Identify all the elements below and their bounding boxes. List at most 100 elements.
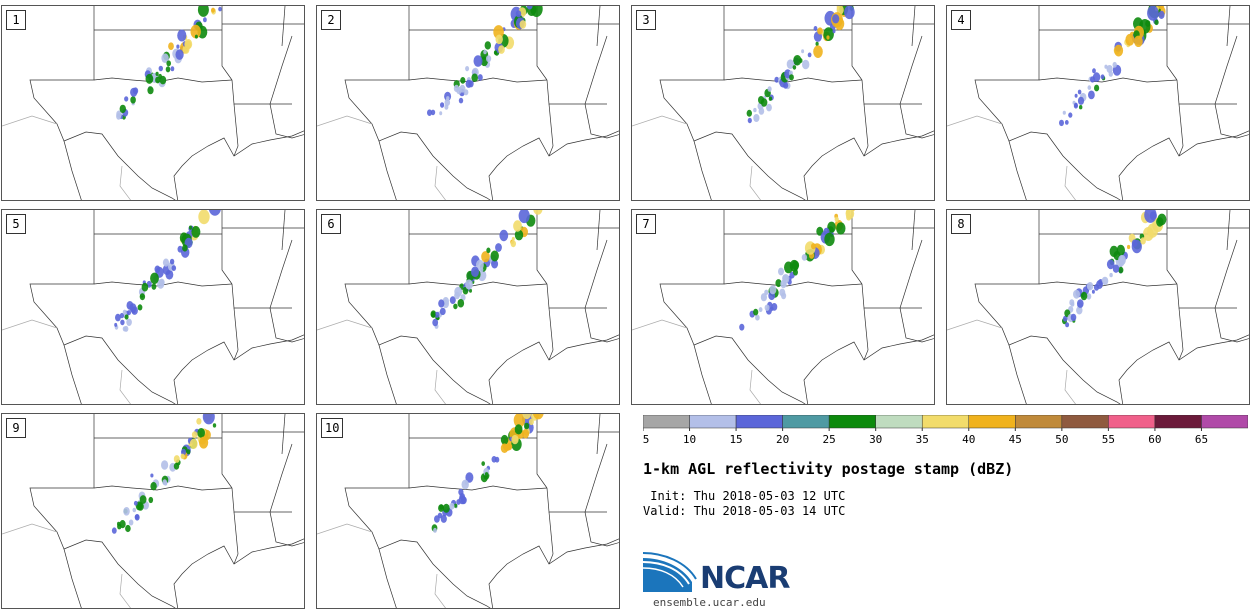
map-boundary-line — [2, 319, 58, 331]
map-boundary-line — [221, 6, 233, 81]
map-boundary-line — [488, 334, 619, 404]
map-boundary-line — [378, 344, 397, 404]
member-map — [947, 6, 1249, 200]
member-map — [2, 414, 304, 608]
map-boundary-line — [659, 6, 806, 200]
reflectivity-colorbar: 5 10 15 20 25 30 35 40 45 50 55 60 65 — [643, 415, 1248, 446]
reflectivity-echoes — [114, 210, 221, 332]
map-boundary-line — [63, 344, 82, 404]
member-number-label: 2 — [321, 10, 341, 30]
colorbar-segment — [1201, 415, 1248, 429]
map-boundary-line — [231, 79, 292, 105]
reflectivity-echoes — [116, 6, 222, 120]
member-number-label: 1 — [6, 10, 26, 30]
map-boundary-line — [749, 369, 761, 404]
site-url: ensemble.ucar.edu — [653, 596, 766, 609]
map-boundary-line — [1226, 210, 1231, 251]
ensemble-member-panel: 7 — [631, 209, 935, 405]
reflectivity-echoes — [739, 210, 855, 331]
colorbar-segment — [968, 415, 1016, 429]
colorbar-segment — [875, 415, 923, 429]
member-number-label: 5 — [6, 214, 26, 234]
colorbar-segment — [1061, 415, 1109, 429]
map-boundary-line — [723, 281, 863, 287]
colorbar-segment — [1015, 415, 1063, 429]
map-boundary-line — [899, 239, 934, 343]
map-boundary-line — [317, 523, 373, 535]
map-boundary-line — [632, 115, 688, 127]
map-boundary-line — [344, 6, 491, 200]
map-boundary-line — [803, 334, 934, 404]
map-boundary-line — [1008, 140, 1027, 200]
map-boundary-line — [693, 140, 712, 200]
colorbar-segment — [1108, 415, 1156, 429]
map-boundary-line — [546, 79, 607, 105]
map-boundary-line — [947, 115, 1003, 127]
map-boundary-line — [851, 210, 863, 285]
map-boundary-line — [1176, 79, 1237, 105]
map-boundary-line — [861, 283, 922, 309]
map-boundary-line — [584, 239, 619, 343]
map-boundary-line — [974, 210, 1121, 404]
map-boundary-line — [974, 6, 1121, 200]
map-boundary-line — [1118, 130, 1249, 200]
colorbar-tick-label: 65 — [1195, 433, 1208, 446]
map-boundary-line — [548, 103, 554, 157]
map-boundary-line — [344, 210, 491, 404]
colorbar-tick-label: 40 — [962, 433, 975, 446]
member-number-label: 4 — [951, 10, 971, 30]
map-boundary-line — [693, 344, 712, 404]
map-boundary-line — [231, 487, 292, 513]
map-boundary-line — [947, 319, 1003, 331]
reflectivity-echoes — [427, 6, 543, 116]
ncar-logo-text: NCAR — [700, 561, 790, 596]
reflectivity-echoes — [1062, 210, 1167, 328]
map-boundary-line — [281, 210, 286, 251]
map-boundary-line — [536, 6, 548, 81]
ensemble-member-panel: 9 — [1, 413, 305, 609]
map-boundary-line — [408, 281, 548, 287]
valid-time: Valid: Thu 2018-05-03 14 UTC — [643, 504, 846, 518]
map-boundary-line — [93, 281, 233, 287]
map-boundary-line — [546, 283, 607, 309]
ensemble-member-panel: 8 — [946, 209, 1250, 405]
map-boundary-line — [233, 307, 239, 361]
map-boundary-line — [434, 573, 446, 608]
map-boundary-line — [911, 210, 916, 251]
map-boundary-line — [536, 414, 548, 489]
map-boundary-line — [723, 77, 863, 83]
map-boundary-line — [632, 319, 688, 331]
map-boundary-line — [863, 103, 869, 157]
map-boundary-line — [281, 414, 286, 455]
map-boundary-line — [548, 307, 554, 361]
map-boundary-line — [344, 414, 491, 608]
member-map — [317, 210, 619, 404]
ensemble-member-panel: 4 — [946, 5, 1250, 201]
map-boundary-line — [2, 115, 58, 127]
ensemble-member-panel: 10 — [316, 413, 620, 609]
colorbar-segment — [1154, 415, 1202, 429]
map-boundary-line — [1178, 307, 1184, 361]
colorbar-segment — [735, 415, 783, 429]
init-time: Init: Thu 2018-05-03 12 UTC — [643, 489, 846, 503]
member-number-label: 3 — [636, 10, 656, 30]
ensemble-member-panel: 1 — [1, 5, 305, 201]
map-boundary-line — [434, 369, 446, 404]
map-boundary-line — [596, 6, 601, 47]
member-map — [317, 414, 619, 608]
map-boundary-line — [596, 414, 601, 455]
colorbar-segment — [782, 415, 830, 429]
map-boundary-line — [29, 6, 176, 200]
colorbar-segment — [828, 415, 876, 429]
map-boundary-line — [119, 573, 131, 608]
map-boundary-line — [63, 140, 82, 200]
member-map — [2, 6, 304, 200]
map-boundary-line — [233, 511, 239, 565]
map-boundary-line — [173, 538, 304, 608]
reflectivity-echoes — [746, 6, 855, 124]
map-boundary-line — [231, 283, 292, 309]
map-boundary-line — [2, 523, 58, 535]
reflectivity-echoes — [1059, 6, 1166, 127]
map-boundary-line — [803, 130, 934, 200]
map-boundary-line — [911, 6, 916, 47]
